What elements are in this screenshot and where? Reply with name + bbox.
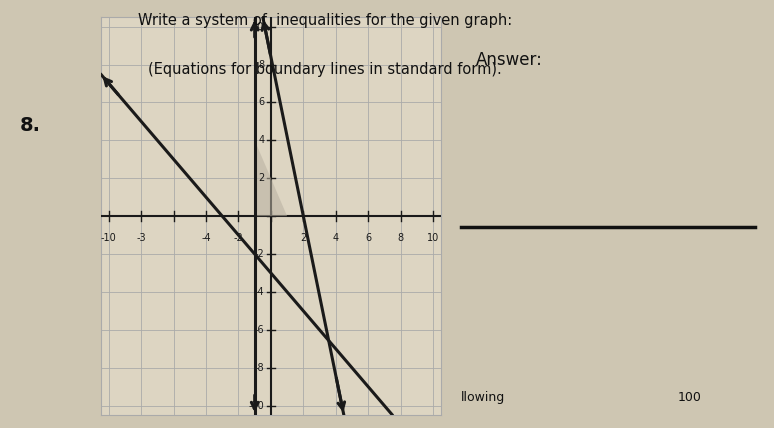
- Text: (Equations for boundary lines in standard form).: (Equations for boundary lines in standar…: [148, 62, 502, 77]
- Text: -10: -10: [248, 401, 265, 411]
- Text: llowing: llowing: [461, 392, 505, 404]
- Text: 6: 6: [365, 233, 372, 243]
- Text: Answer:: Answer:: [476, 51, 543, 69]
- Text: 4: 4: [259, 135, 265, 146]
- Text: -4: -4: [201, 233, 211, 243]
- Text: 6: 6: [259, 98, 265, 107]
- Text: -2: -2: [234, 233, 243, 243]
- Text: -6: -6: [255, 325, 265, 335]
- Text: 8: 8: [259, 59, 265, 69]
- Text: 10: 10: [252, 21, 265, 32]
- Text: 8: 8: [398, 233, 404, 243]
- Text: 100: 100: [677, 392, 701, 404]
- Text: 2: 2: [300, 233, 307, 243]
- Text: -4: -4: [255, 287, 265, 297]
- Text: -2: -2: [255, 249, 265, 259]
- Text: 8.: 8.: [19, 116, 40, 134]
- Text: 10: 10: [427, 233, 439, 243]
- Text: -8: -8: [255, 363, 265, 373]
- Text: Write a system of  inequalities for the given graph:: Write a system of inequalities for the g…: [138, 13, 512, 28]
- Text: 4: 4: [333, 233, 339, 243]
- Text: -10: -10: [101, 233, 117, 243]
- Text: -3: -3: [136, 233, 146, 243]
- Polygon shape: [255, 140, 287, 216]
- Text: 2: 2: [259, 173, 265, 183]
